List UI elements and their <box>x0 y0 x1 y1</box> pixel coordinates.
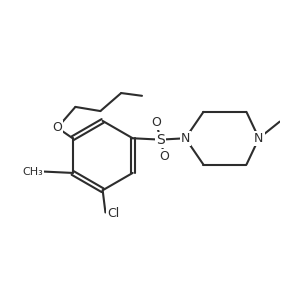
Text: O: O <box>160 150 170 163</box>
Text: Cl: Cl <box>107 208 119 220</box>
Text: O: O <box>151 116 161 129</box>
Text: N: N <box>181 132 190 145</box>
Text: CH₃: CH₃ <box>22 166 43 177</box>
Text: S: S <box>156 133 165 147</box>
Text: O: O <box>52 121 62 134</box>
Text: N: N <box>254 132 264 145</box>
